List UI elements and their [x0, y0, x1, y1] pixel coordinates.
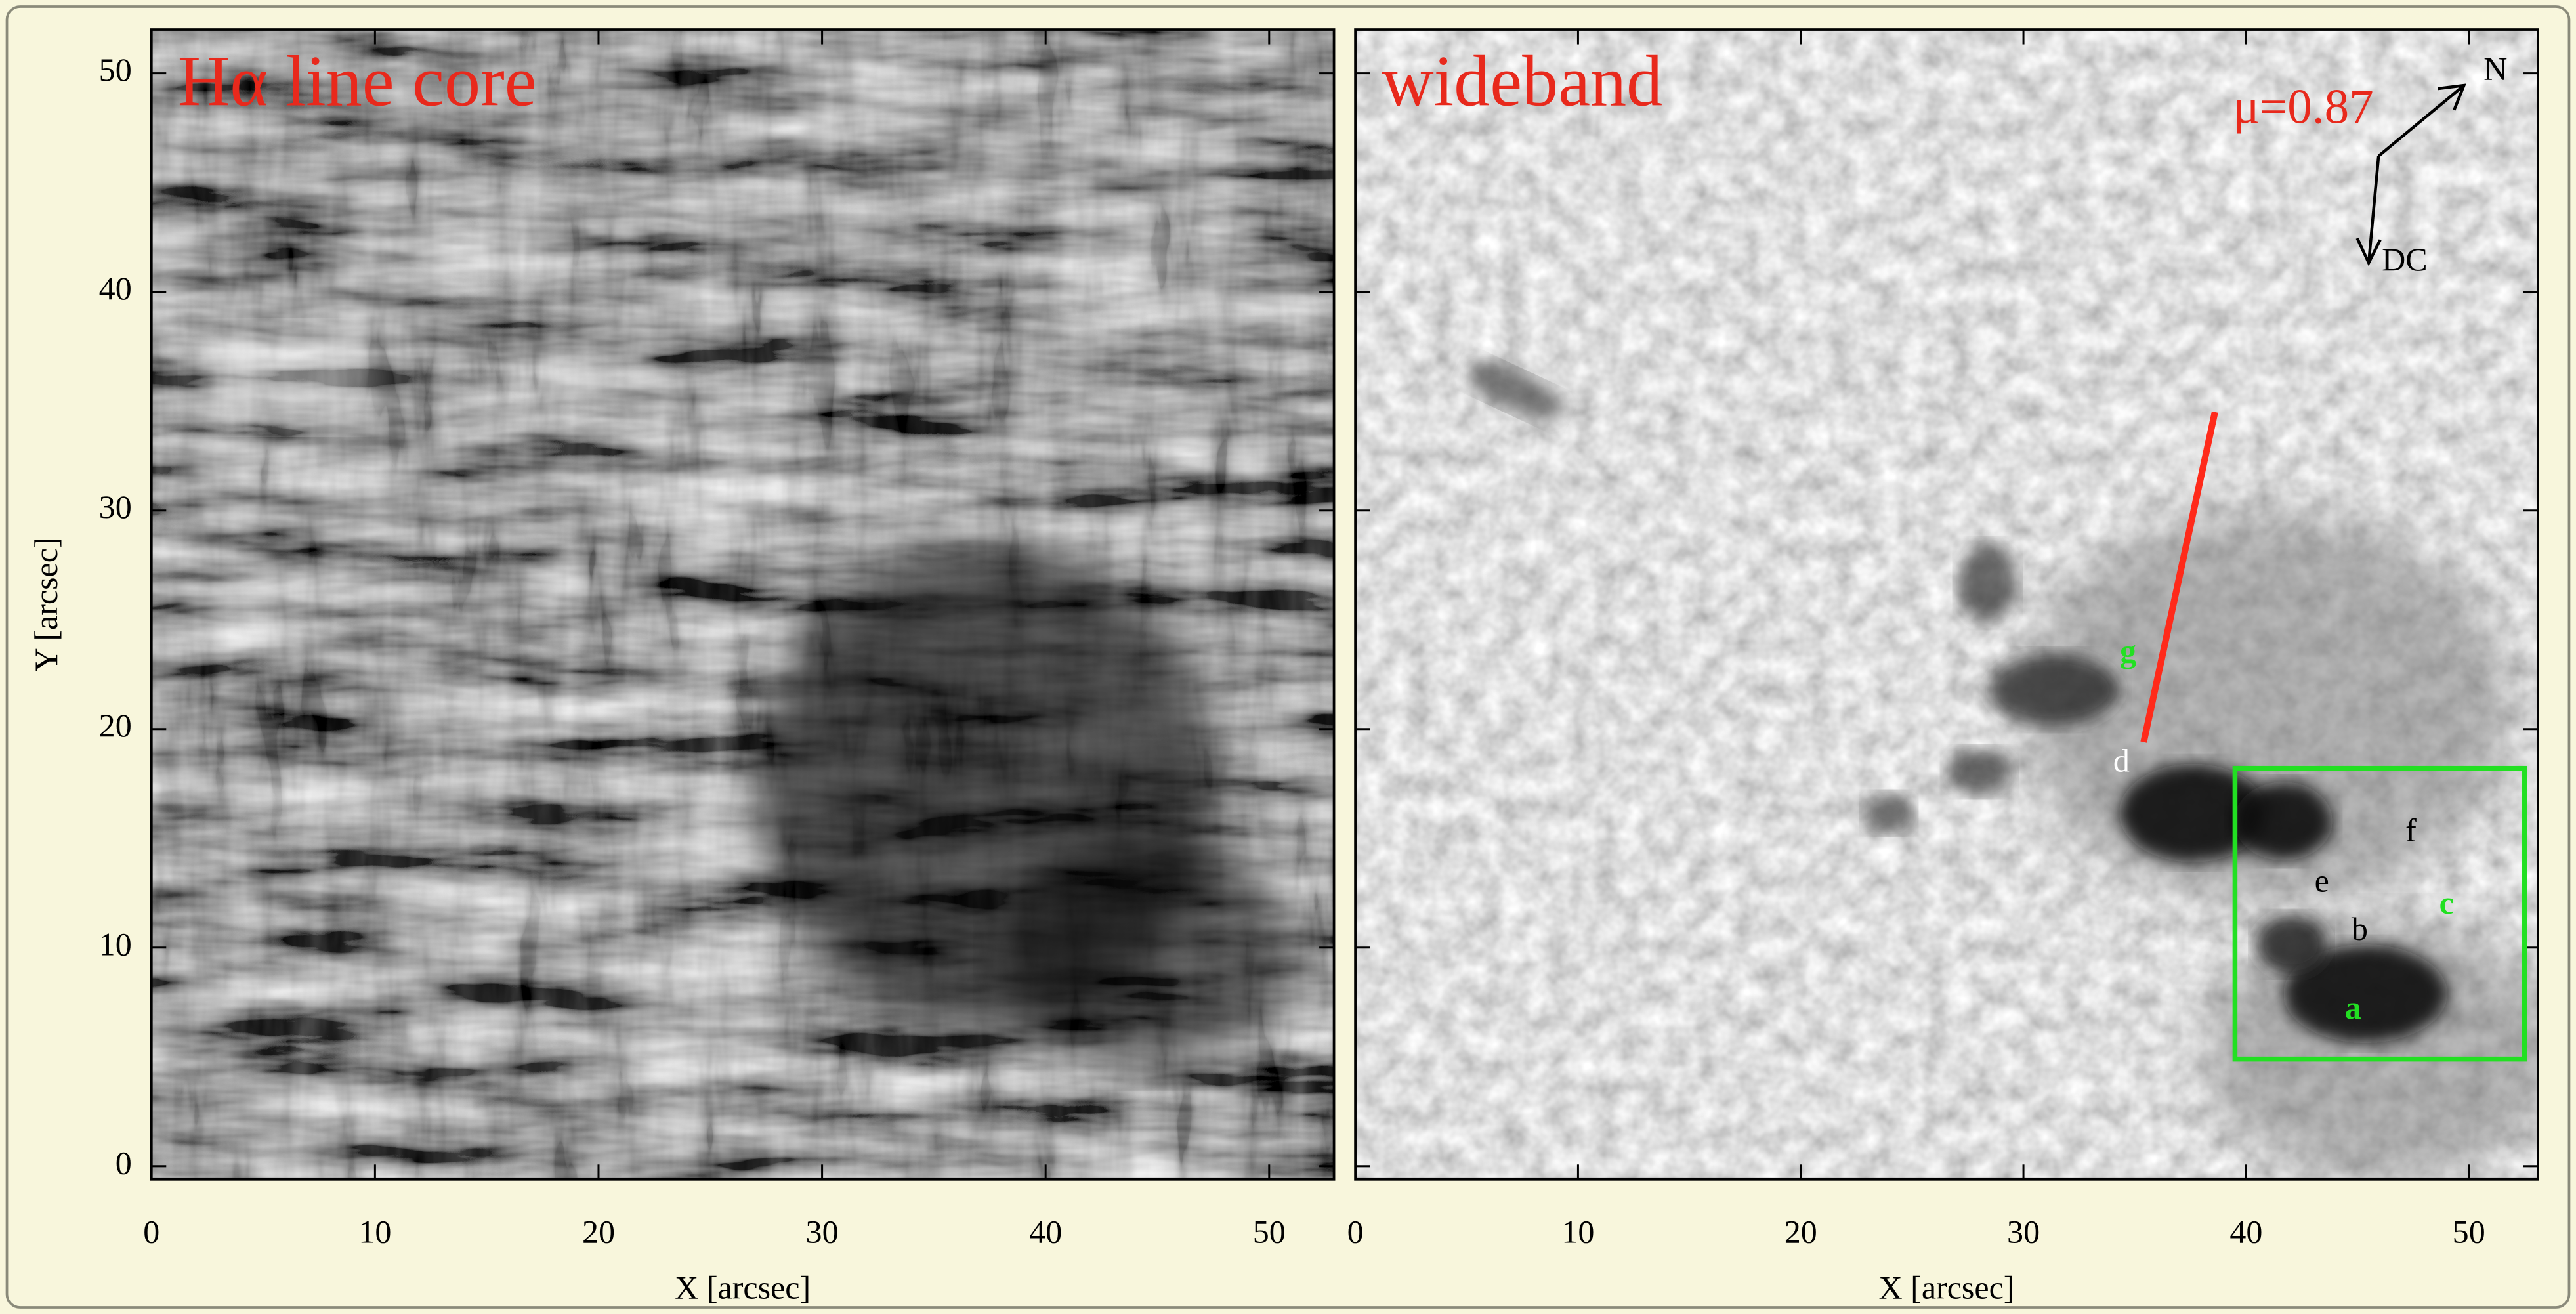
feature-label: g [2120, 633, 2136, 669]
wideband-image [1355, 30, 2562, 1183]
panel-title: Hα line core [178, 41, 537, 121]
x-tick-label: 30 [2007, 1213, 2040, 1250]
x-axis-label: X [arcsec] [1879, 1269, 2015, 1305]
feature-label: d [2113, 742, 2130, 779]
x-tick-label: 30 [806, 1213, 839, 1250]
x-tick-label: 20 [582, 1213, 615, 1250]
feature-label: f [2405, 812, 2417, 849]
x-tick-label: 50 [1253, 1213, 1286, 1250]
page: {"chart_data": [ {"type": "image", "titl… [0, 0, 2576, 1314]
y-tick-label: 30 [99, 488, 132, 525]
x-tick-label: 10 [358, 1213, 391, 1250]
x-tick-label: 0 [1347, 1213, 1364, 1250]
feature-label: b [2352, 910, 2368, 947]
panel-title: wideband [1382, 41, 1662, 121]
feature-label: c [2439, 884, 2454, 921]
y-tick-label: 10 [99, 925, 132, 962]
y-tick-label: 50 [99, 51, 132, 88]
y-tick-label: 40 [99, 270, 132, 307]
compass-north: N [2483, 51, 2507, 87]
y-tick-label: 20 [99, 707, 132, 744]
x-axis-label: X [arcsec] [675, 1269, 811, 1305]
mu-label: μ=0.87 [2233, 79, 2374, 134]
x-tick-label: 0 [143, 1213, 159, 1250]
x-tick-label: 50 [2453, 1213, 2485, 1250]
x-tick-label: 40 [1029, 1213, 1062, 1250]
feature-label: e [2315, 862, 2329, 899]
halpha-image [152, 30, 1334, 1179]
y-tick-label: 0 [116, 1144, 132, 1181]
figure: N DC 0 10 20 30 40 50 0 10 20 30 40 50 X [arcsec] Y [… [0, 0, 2576, 1314]
feature-label: a [2345, 989, 2361, 1026]
x-tick-label: 20 [1784, 1213, 1817, 1250]
y-axis-label: Y [arcsec] [28, 537, 64, 671]
compass-disk-center: DC [2382, 241, 2428, 278]
x-tick-label: 40 [2229, 1213, 2262, 1250]
x-tick-label: 10 [1561, 1213, 1594, 1250]
